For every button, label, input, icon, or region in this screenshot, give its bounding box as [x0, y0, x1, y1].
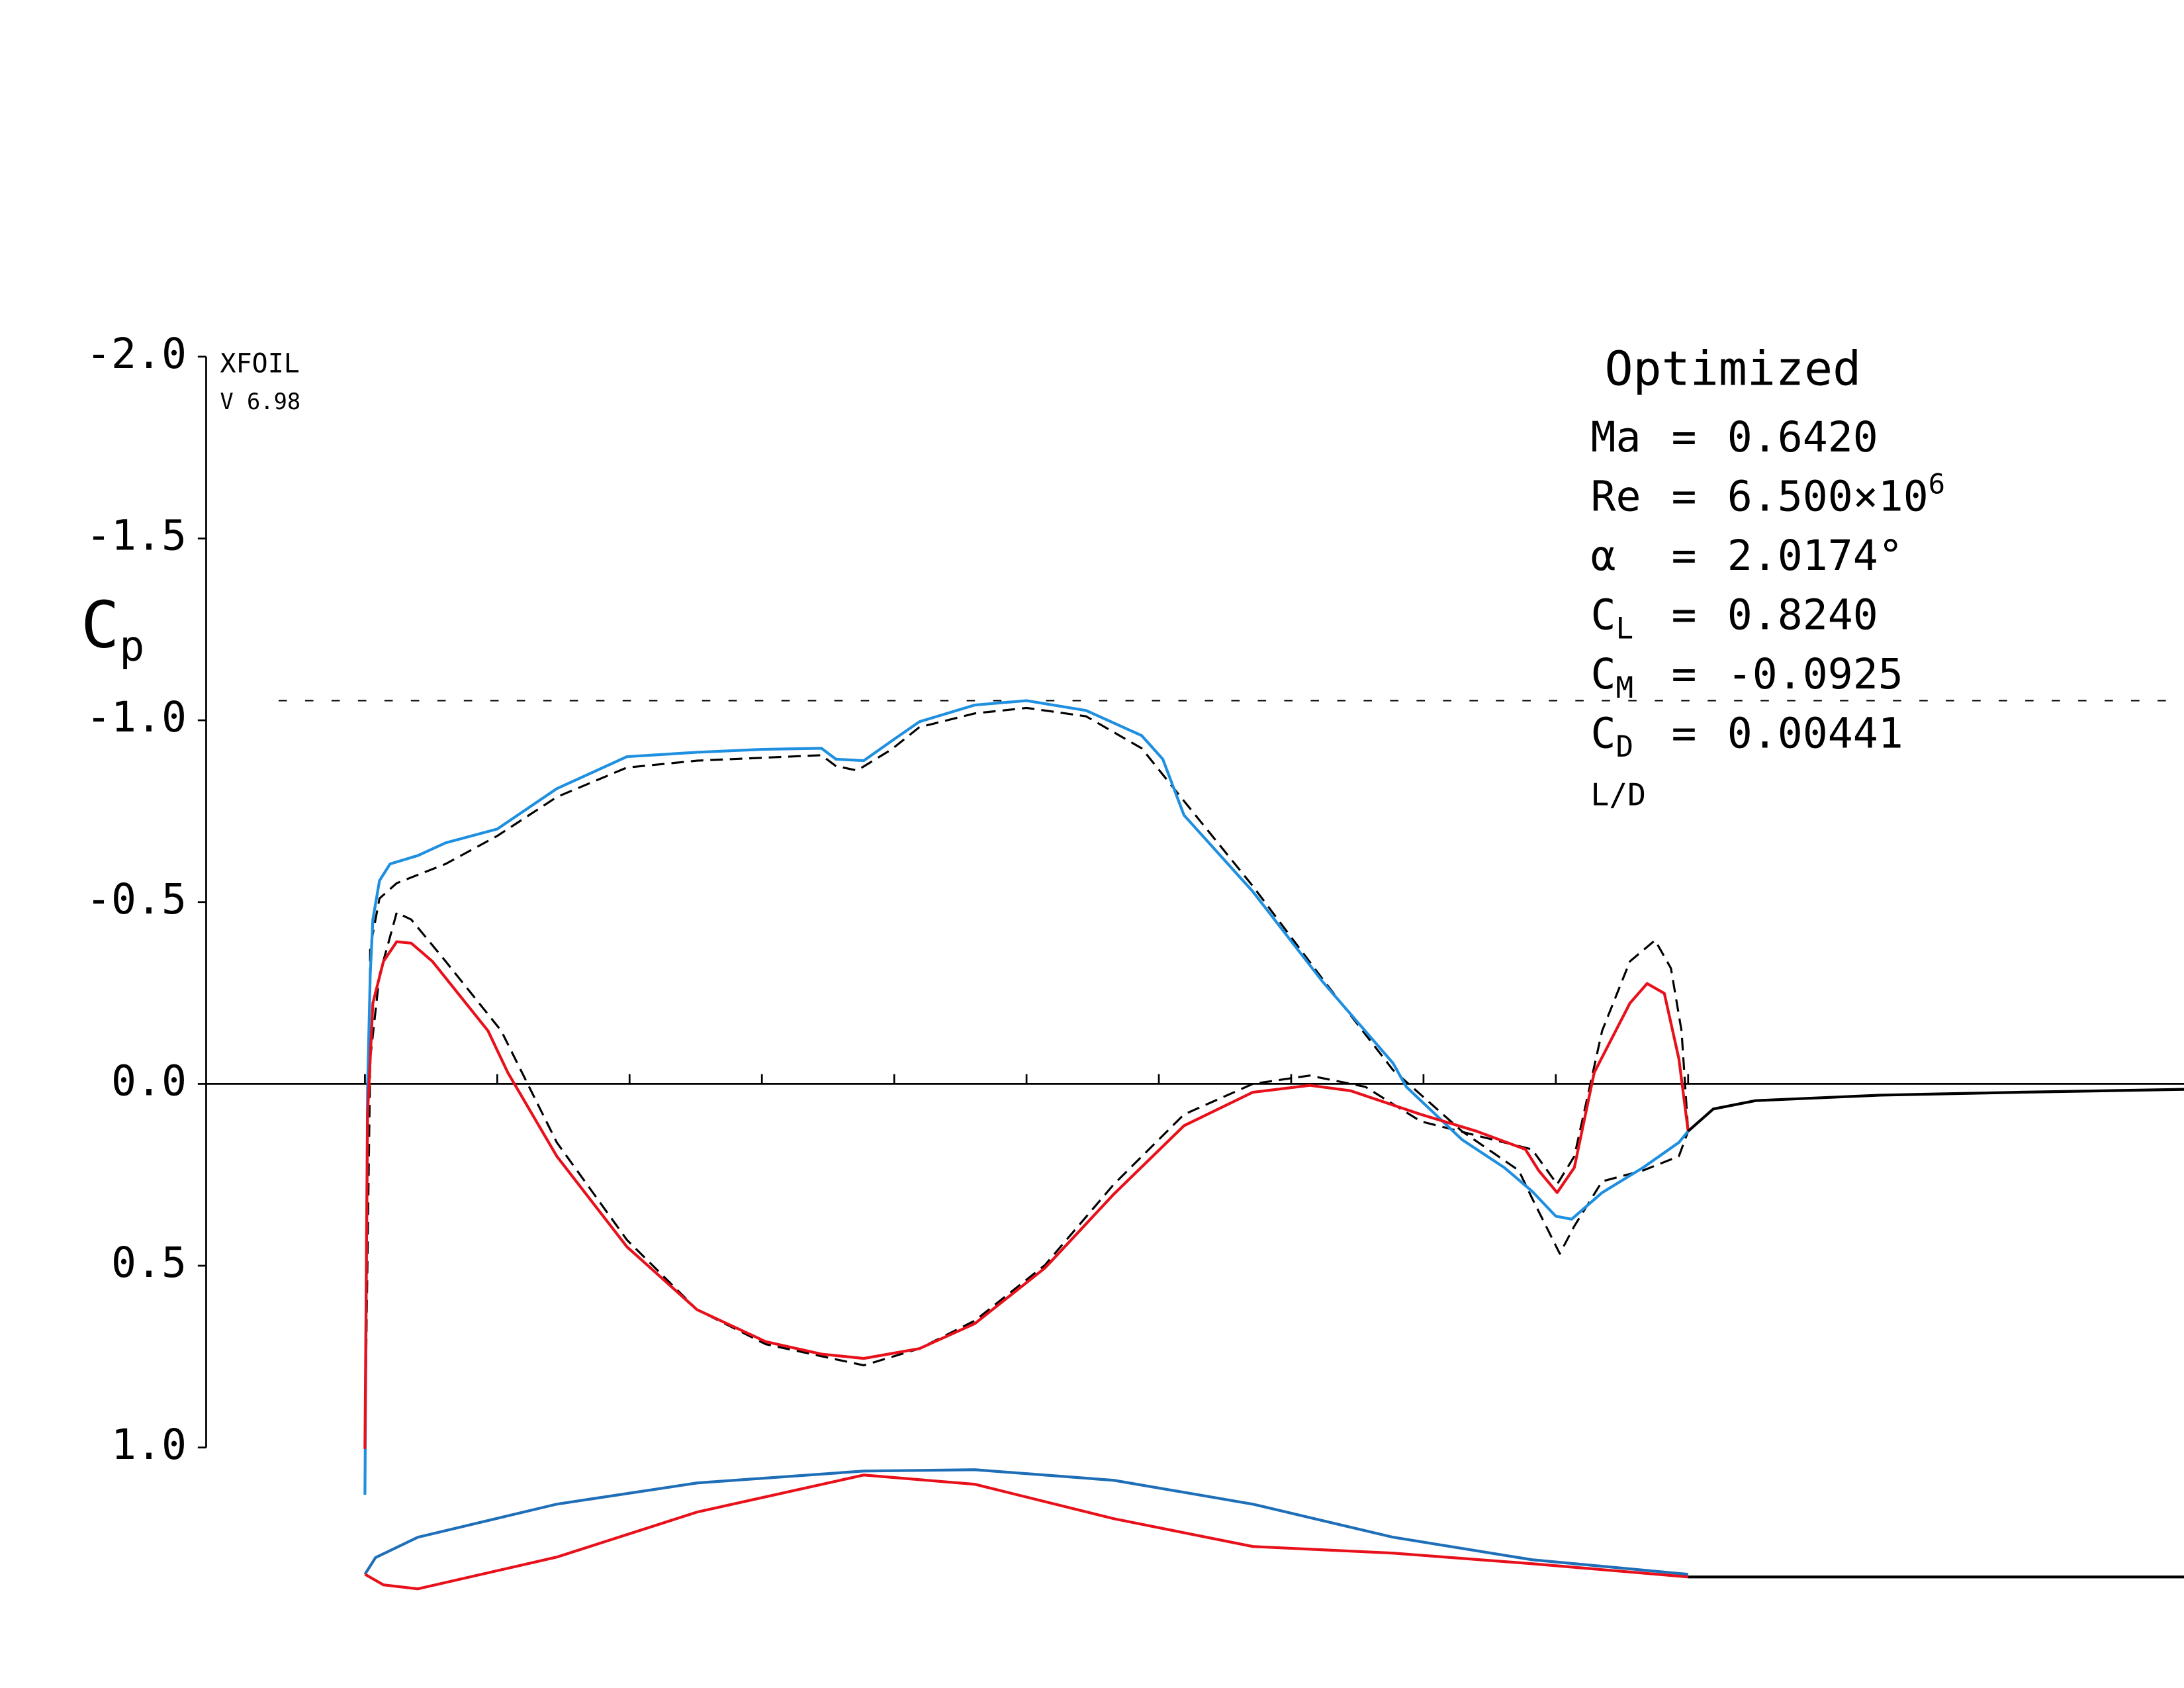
y-tick-label: 0.0 [111, 1056, 187, 1105]
param-separator: = [1672, 412, 1697, 461]
y-axis-label-main: C [81, 588, 119, 663]
param-symbol: CL [1590, 590, 1633, 646]
param-value: 6.500×106 [1727, 467, 1945, 521]
param-separator: = [1672, 531, 1697, 580]
param-value-main: 0.6420 [1727, 412, 1878, 461]
param-value-main: 6.500×10 [1727, 472, 1929, 521]
y-tick-label: -0.5 [86, 874, 187, 923]
param-value-main: 0.8240 [1727, 590, 1878, 639]
cp-curve [363, 706, 1690, 1449]
param-symbol: Re [1590, 472, 1641, 521]
param-symbol-main: α [1590, 531, 1615, 580]
cp-curve [363, 699, 1690, 1495]
y-tick-label: -2.0 [86, 329, 187, 378]
param-symbol: Ma [1590, 412, 1641, 461]
airfoil-surface [363, 1468, 1688, 1576]
param-separator: = [1672, 649, 1697, 698]
param-value: -0.0925 [1727, 649, 1903, 698]
param-symbol-sub: D [1615, 730, 1633, 764]
param-value-main: 0.00441 [1727, 708, 1903, 757]
param-value: 0.00441 [1727, 708, 1903, 757]
param-symbol-main: C [1590, 708, 1615, 757]
program-version: V 6.98 [220, 389, 301, 414]
footer-label: L/D [1590, 776, 1646, 812]
param-value-main: 2.0174° [1727, 531, 1903, 580]
param-symbol-main: Re [1590, 472, 1641, 521]
y-axis-label-sub: p [119, 622, 144, 671]
y-tick-label: 0.5 [111, 1238, 187, 1287]
param-separator: = [1672, 590, 1697, 639]
param-symbol: α [1590, 531, 1615, 580]
param-symbol: CD [1590, 708, 1633, 764]
param-symbol-sub: M [1615, 671, 1633, 705]
cp-curve [363, 940, 1690, 1449]
param-value-main: -0.0925 [1727, 649, 1903, 698]
param-symbol-sub: L [1615, 612, 1633, 645]
param-value-sup: 6 [1929, 467, 1945, 500]
y-tick-label: 1.0 [111, 1420, 187, 1469]
cp-curve [1687, 1088, 2184, 1133]
program-name: XFOIL [220, 348, 300, 379]
param-value: 0.8240 [1727, 590, 1878, 639]
cp-curve [363, 912, 1690, 1449]
y-tick-label: -1.0 [86, 692, 187, 741]
param-value: 2.0174° [1727, 531, 1903, 580]
param-symbol-main: C [1590, 649, 1615, 698]
param-value: 0.6420 [1727, 412, 1878, 461]
param-separator: = [1672, 472, 1697, 521]
param-symbol-main: Ma [1590, 412, 1641, 461]
y-tick-label: -1.5 [86, 511, 187, 560]
param-separator: = [1672, 708, 1697, 757]
param-symbol: CM [1590, 649, 1633, 705]
y-axis-label: Cp [81, 588, 144, 671]
param-symbol-main: C [1590, 590, 1615, 639]
case-title: Optimized [1604, 341, 1861, 396]
airfoil-surface [364, 1474, 1688, 1591]
